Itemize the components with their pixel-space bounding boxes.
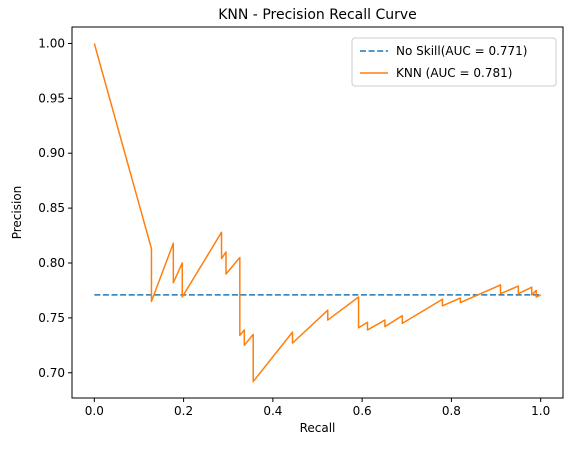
legend-label-no-skill: No Skill(AUC = 0.771)	[396, 44, 527, 58]
x-tick-label: 0.8	[442, 404, 461, 418]
y-tick-label: 0.95	[38, 91, 65, 105]
y-tick-label: 0.75	[38, 311, 65, 325]
x-tick-label: 0.2	[174, 404, 193, 418]
x-tick-label: 0.4	[263, 404, 282, 418]
x-tick-label: 1.0	[531, 404, 550, 418]
y-tick-label: 1.00	[38, 36, 65, 50]
y-tick-label: 0.70	[38, 366, 65, 380]
series	[93, 43, 542, 383]
x-axis-label: Recall	[300, 421, 336, 435]
y-tick-label: 0.85	[38, 201, 65, 215]
y-tick-label: 0.90	[38, 146, 65, 160]
x-tick-label: 0.0	[85, 404, 104, 418]
chart-title: KNN - Precision Recall Curve	[218, 7, 417, 23]
legend: No Skill(AUC = 0.771) KNN (AUC = 0.781)	[351, 37, 557, 87]
y-tick-label: 0.80	[38, 256, 65, 270]
x-tick-label: 0.6	[353, 404, 372, 418]
axes-frame	[71, 26, 564, 399]
knn-line	[93, 43, 542, 383]
ticks: 0.0 0.2 0.4 0.6 0.8 1.0 0.70 0.75 0.80 0.85 0.90 0.…	[38, 36, 550, 418]
legend-label-knn: KNN (AUC = 0.781)	[396, 66, 512, 80]
y-axis-label: Precision	[10, 186, 24, 240]
legend-box	[351, 37, 557, 87]
